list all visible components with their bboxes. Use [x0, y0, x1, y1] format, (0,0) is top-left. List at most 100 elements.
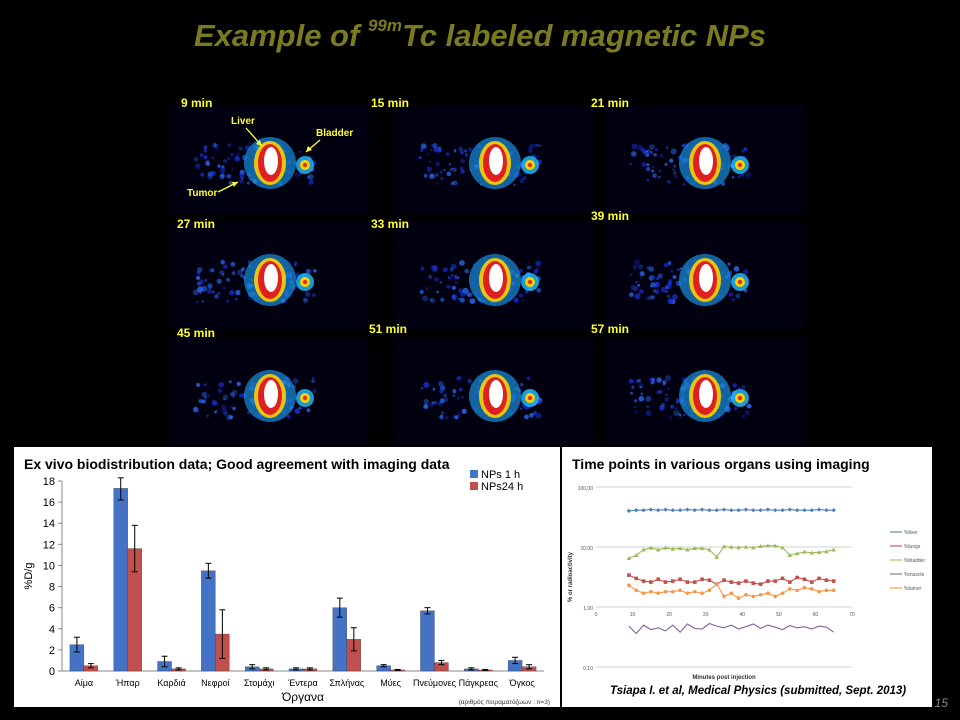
scan-speckle — [439, 170, 443, 174]
scan-speckle — [630, 284, 637, 291]
scan-speckle — [292, 378, 299, 384]
y-tick-label: 100,00 — [578, 486, 594, 492]
scan-speckle — [305, 291, 311, 297]
x-tick-label: 10 — [630, 612, 636, 618]
data-point — [729, 508, 734, 513]
time-label: 57 min — [591, 322, 630, 336]
scan-speckle — [659, 154, 663, 158]
scan-image-drawing — [628, 137, 752, 189]
scan-speckle — [649, 144, 655, 150]
scan-speckle — [745, 172, 752, 178]
scan-speckle — [639, 276, 643, 279]
scan-speckle — [741, 149, 745, 153]
data-point — [766, 591, 770, 595]
scan-speckle — [459, 171, 462, 174]
scan-speckle — [207, 283, 213, 289]
scan-speckle — [656, 377, 662, 383]
scan-speckle — [435, 173, 439, 177]
data-point — [758, 592, 763, 597]
title-superscript: 99m — [367, 15, 402, 35]
scan-bladder-core — [527, 279, 533, 285]
scan-speckle — [461, 408, 467, 414]
imaging-line-chart: 100,00 10,00 1,00 0,10 0 10 20 30 40 50 60 70 % or r… — [568, 486, 925, 681]
data-point — [736, 508, 741, 513]
scan-image-drawing — [420, 370, 543, 422]
scan-speckle — [226, 300, 229, 303]
scan-speckle — [303, 297, 308, 303]
data-point — [744, 579, 748, 583]
data-point — [729, 580, 734, 584]
scan-speckle — [208, 171, 214, 177]
data-point — [816, 549, 822, 554]
scan-speckle — [522, 176, 527, 180]
scan-speckle — [459, 297, 465, 303]
data-point — [765, 507, 771, 512]
scan-speckle — [234, 155, 241, 162]
x-tick-label: Στομάχι — [244, 678, 275, 688]
scan-speckle — [312, 377, 315, 380]
data-point — [824, 508, 829, 513]
footnote: (αριθμός πειραματόζωων : n=3) — [459, 698, 550, 706]
data-point — [714, 554, 719, 559]
scan-speckle — [640, 147, 646, 153]
scan-speckle — [203, 383, 207, 387]
y-axis-title: %D/g — [23, 563, 35, 590]
scan-speckle — [519, 407, 523, 410]
scan-speckle — [535, 412, 542, 419]
scan-speckle — [667, 180, 670, 183]
scan-speckle — [535, 260, 542, 267]
scan-speckle — [211, 157, 214, 160]
scan-speckle — [635, 280, 638, 284]
imaging-heading: Time points in various organs using imag… — [572, 456, 870, 472]
scan-speckle — [219, 270, 225, 275]
scan-speckle — [197, 286, 204, 293]
scan-speckle — [638, 383, 644, 389]
scan-speckle — [423, 173, 428, 178]
time-label: 51 min — [369, 322, 408, 336]
scan-speckle — [657, 273, 663, 279]
data-point — [663, 507, 668, 512]
scan-speckle — [294, 172, 299, 178]
legend-label: %lungs — [904, 544, 921, 550]
scan-speckle — [448, 163, 451, 166]
scan-speckle — [196, 275, 201, 281]
bar — [201, 570, 216, 672]
scan-speckle — [648, 275, 654, 281]
scan-speckle — [201, 399, 206, 404]
scan-speckle — [232, 395, 235, 398]
scan-speckle — [294, 261, 298, 265]
scan-speckle — [651, 169, 655, 173]
x-tick-label: 60 — [813, 612, 819, 618]
scan-speckle — [536, 144, 539, 147]
scan-speckle — [727, 262, 731, 266]
bar — [113, 488, 128, 672]
scan-speckle — [654, 281, 660, 288]
scan-speckle — [673, 164, 677, 168]
scan-speckle — [462, 287, 469, 294]
scan-speckle — [445, 152, 450, 156]
data-point — [634, 576, 639, 581]
data-point — [685, 507, 690, 512]
scan-speckle — [652, 173, 657, 178]
scan-speckle — [629, 273, 633, 276]
scan-speckle — [308, 179, 314, 185]
scan-liver-core — [489, 380, 503, 408]
data-point — [773, 594, 777, 599]
scan-speckle — [673, 410, 680, 417]
scan-speckle — [669, 416, 672, 419]
scan-speckle — [668, 180, 672, 184]
scan-speckle — [422, 295, 428, 302]
time-label: 33 min — [371, 217, 410, 231]
scan-speckle — [248, 298, 252, 301]
scan-speckle — [742, 269, 749, 275]
scan-speckle — [425, 287, 429, 290]
data-point — [758, 543, 763, 549]
scan-speckle — [460, 158, 466, 164]
scan-speckle — [665, 393, 668, 397]
scan-speckle — [443, 168, 446, 171]
scan-speckle — [420, 143, 427, 150]
y-tick-label: 0 — [49, 666, 55, 678]
data-point — [655, 508, 661, 513]
scan-speckle — [228, 380, 232, 384]
scan-speckle — [737, 175, 740, 179]
